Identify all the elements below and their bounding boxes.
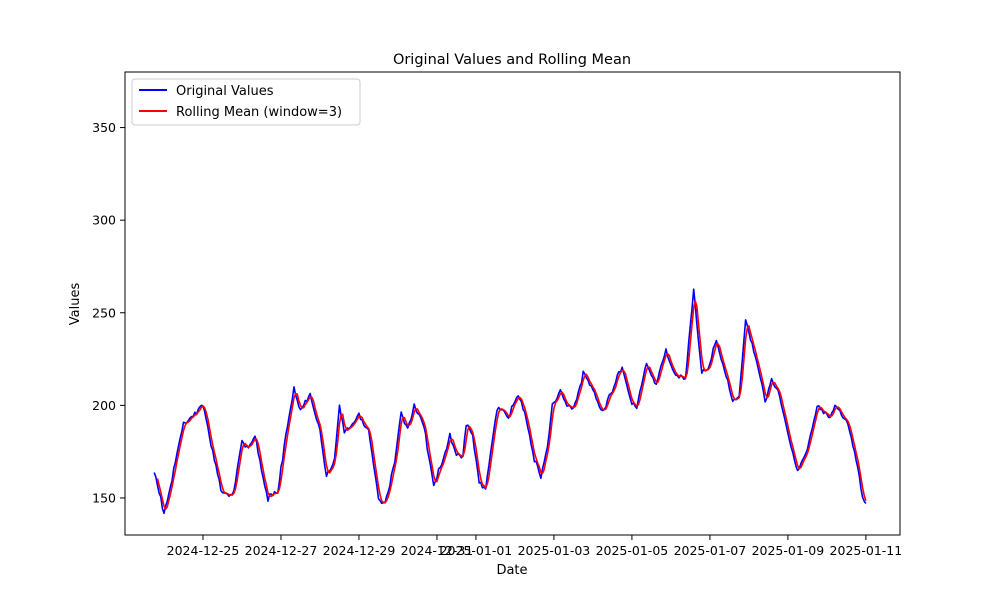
y-axis-ticks: 150 200 250 300 350 [92, 120, 125, 505]
x-tick-label: 2024-12-27 [245, 543, 318, 558]
y-tick-label: 350 [92, 120, 116, 135]
plot-lines [153, 288, 867, 515]
legend-label-original: Original Values [176, 84, 274, 99]
x-tick-label: 2025-01-03 [518, 543, 591, 558]
y-tick-label: 300 [92, 213, 116, 228]
y-axis-label: Values [68, 283, 83, 326]
y-tick-label: 250 [92, 305, 116, 320]
y-tick-label: 200 [92, 398, 116, 413]
chart-title: Original Values and Rolling Mean [393, 52, 631, 68]
x-tick-label: 2025-01-09 [752, 543, 825, 558]
x-tick-label: 2025-01-05 [596, 543, 669, 558]
x-axis-ticks: 2024-12-25 2024-12-27 2024-12-29 2024-12-31… [167, 535, 903, 558]
x-tick-label: 2025-01-07 [674, 543, 747, 558]
plot-frame [124, 71, 901, 536]
x-tick-label: 2024-12-29 [323, 543, 396, 558]
x-axis-label: Date [496, 563, 527, 578]
x-tick-label: 2024-12-25 [167, 543, 240, 558]
x-tick-label: 2025-01-11 [830, 543, 903, 558]
x-tick-label: 2024-12-31 [401, 543, 474, 558]
chart-legend: Original Values Rolling Mean (window=3) [131, 78, 361, 126]
x-tick-label: 2025-01-01 [440, 543, 513, 558]
y-tick-label: 150 [92, 490, 116, 505]
series-original-values [153, 288, 867, 515]
legend-label-rolling-mean: Rolling Mean (window=3) [176, 105, 342, 120]
legend-box [131, 78, 361, 126]
series-rolling-mean [156, 300, 867, 510]
